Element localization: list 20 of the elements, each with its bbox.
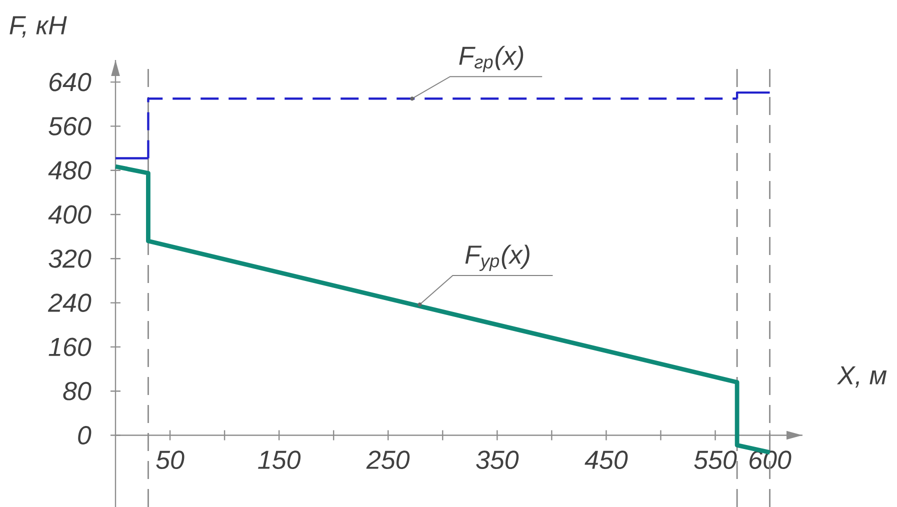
x-tick-label: 550: [694, 450, 737, 470]
x-axis-title: X, м: [836, 366, 887, 388]
y-tick-label: 400: [48, 205, 92, 224]
y-tick-label: 480: [48, 161, 92, 180]
y-tick-label: 240: [48, 294, 92, 312]
y-tick-label: 0: [78, 426, 92, 444]
x-tick-label: 50: [156, 450, 184, 470]
annotation: F$_{ур}$(x): [465, 244, 530, 271]
x-tick-label: 600: [750, 450, 792, 470]
x-tick-label: 350: [476, 450, 519, 470]
x-tick-label: 250: [366, 450, 410, 470]
y-axis-title: F, кН: [10, 16, 67, 38]
x-tick-label: 150: [258, 450, 301, 470]
y-tick-label: 560: [48, 117, 92, 136]
x-tick-label: 450: [584, 450, 628, 470]
y-tick-label: 80: [63, 382, 92, 400]
annotation: F$_{гр}$(x): [459, 46, 524, 72]
y-tick-label: 640: [50, 72, 92, 92]
y-tick-label: 160: [48, 338, 92, 356]
y-tick-label: 320: [48, 249, 92, 268]
